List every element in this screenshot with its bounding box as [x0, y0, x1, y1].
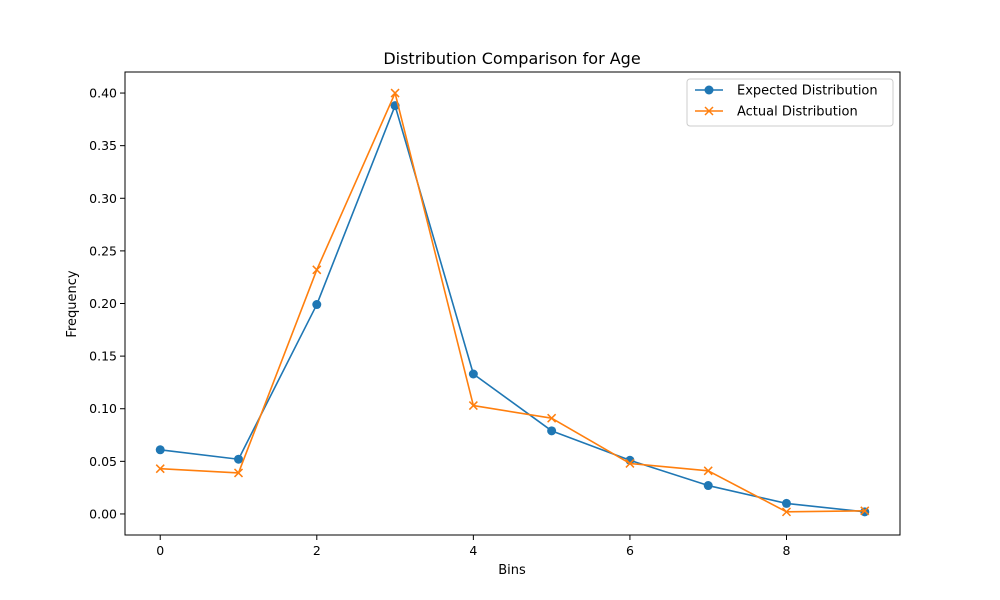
data-point-expected: [312, 300, 322, 310]
data-point-actual: [390, 88, 400, 98]
x-tick-label: 2: [313, 543, 321, 558]
data-point-actual: [781, 507, 792, 517]
x-tick-label: 8: [783, 543, 791, 558]
data-point-expected: [234, 454, 244, 464]
series-line-actual: [160, 92, 865, 513]
legend-marker-actual: [704, 106, 714, 116]
data-point-expected: [468, 369, 478, 379]
legend-marker-expected: [704, 85, 714, 95]
data-point-actual: [625, 458, 635, 468]
plot-area: 0 2 4 6 8 0.00 0.05 0.10 0.15 0.20 0.25 0.30 0.35 0.4…: [89, 71, 901, 558]
y-tick-label: 0.25: [89, 243, 117, 258]
series-line-expected: [160, 104, 865, 513]
data-point-actual: [468, 401, 478, 411]
y-tick-label: 0.00: [89, 506, 117, 521]
data-point-actual: [155, 464, 165, 474]
y-axis-label: Frequency: [65, 270, 80, 337]
y-tick-label: 0.35: [89, 138, 117, 153]
x-tick-label: 0: [156, 543, 164, 558]
x-axis-label: Bins: [498, 563, 526, 578]
legend-box: [686, 78, 894, 127]
y-tick-label: 0.40: [89, 86, 117, 101]
data-point-expected: [547, 426, 557, 436]
x-tick-label: 6: [626, 543, 634, 558]
legend-label-expected: Expected Distribution: [737, 84, 878, 99]
data-point-expected: [703, 481, 713, 491]
y-tick-label: 0.15: [89, 349, 117, 364]
y-tick-label: 0.20: [89, 296, 117, 311]
x-tick-label: 4: [469, 543, 477, 558]
chart-title: Distribution Comparison for Age: [383, 49, 640, 68]
data-point-actual: [312, 265, 322, 275]
y-tick-label: 0.10: [89, 401, 117, 416]
data-point-actual: [547, 413, 557, 423]
legend-label-actual: Actual Distribution: [737, 105, 858, 120]
y-tick-label: 0.30: [89, 191, 117, 206]
y-tick-label: 0.05: [89, 454, 117, 469]
data-point-actual: [233, 468, 244, 478]
data-point-actual: [860, 506, 870, 516]
data-point-expected: [155, 445, 165, 455]
data-point-actual: [703, 466, 713, 476]
data-point-expected: [781, 498, 791, 508]
